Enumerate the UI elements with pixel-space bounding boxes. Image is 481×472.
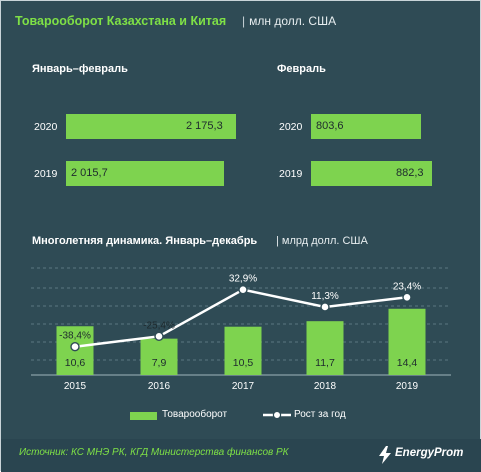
x-tick-2015: 2015 <box>64 381 87 392</box>
footer <box>1 439 481 472</box>
bar-label-2015: 10,6 <box>65 357 86 369</box>
janfeb-value-2019: 2 015,7 <box>71 167 108 179</box>
feb-year-2020: 2020 <box>279 121 303 133</box>
feb-value-2020: 803,6 <box>316 120 344 132</box>
janfeb-year-2020: 2020 <box>34 121 58 133</box>
growth-point-2019 <box>402 292 412 302</box>
janfeb-value-2020: 2 175,3 <box>186 120 223 132</box>
x-tick-2017: 2017 <box>232 381 255 392</box>
x-tick-2018: 2018 <box>314 381 337 392</box>
legend-bar-label: Товарооборот <box>162 409 228 420</box>
dynamics-chart: 10,6 7,9 10,5 11,7 14,4 -38,4% -25,4% 32,9% 11,3… <box>31 267 451 392</box>
dynamics-label: Многолетняя динамика. Январь–декабрь <box>32 235 258 247</box>
bar-2018 <box>306 321 344 375</box>
growth-point-2017 <box>238 284 248 295</box>
janfeb-bar-2019 <box>66 161 224 186</box>
bar-label-2016: 7,9 <box>152 357 167 369</box>
legend-line-label: Рост за год <box>294 409 346 420</box>
feb-bar-2019 <box>311 161 432 186</box>
feb-value-2019: 882,3 <box>396 167 424 179</box>
legend-bar-swatch <box>130 412 157 420</box>
feb-year-2019: 2019 <box>279 168 303 180</box>
bar-2017 <box>224 326 262 375</box>
energyprom-logo: EnergyProm <box>377 444 477 466</box>
title-separator: | <box>242 14 246 28</box>
dynamics-unit: | млрд долл. США <box>276 235 368 247</box>
growth-label-2019: 23,4% <box>393 281 421 292</box>
legend-line-swatch <box>263 410 291 420</box>
growth-point-2016 <box>154 331 164 342</box>
feb-bar-2020 <box>311 114 422 139</box>
growth-label-2016: -25,4% <box>143 320 175 331</box>
growth-point-2018 <box>320 302 330 312</box>
title-unit-text: млн долл. США <box>249 14 337 28</box>
title-unit: | млн долл. США <box>242 14 336 28</box>
logo-text: EnergyProm <box>395 447 464 459</box>
bar-label-2019: 14,4 <box>397 357 418 369</box>
bar-label-2017: 10,5 <box>233 357 254 369</box>
x-tick-2019: 2019 <box>396 381 419 392</box>
growth-label-2015: -38,4% <box>59 331 91 342</box>
bar-2019 <box>388 308 426 375</box>
janfeb-bar-2020 <box>66 114 236 139</box>
source-note: Источник: КС МНЭ РК, КГД Министерства фи… <box>19 447 289 458</box>
panel-feb-label: Февраль <box>277 63 326 75</box>
growth-label-2018: 11,3% <box>311 291 339 302</box>
growth-label-2017: 32,9% <box>229 274 257 285</box>
panel-jan-feb-label: Январь–февраль <box>32 63 128 75</box>
growth-point-2015 <box>70 342 80 352</box>
lightning-icon <box>379 446 391 464</box>
bar-label-2018: 11,7 <box>315 357 335 369</box>
x-tick-2016: 2016 <box>148 381 171 392</box>
page-title: Товарооборот Казахстана и Китая <box>15 14 227 28</box>
bar-2016 <box>140 338 178 375</box>
janfeb-year-2019: 2019 <box>34 168 58 180</box>
